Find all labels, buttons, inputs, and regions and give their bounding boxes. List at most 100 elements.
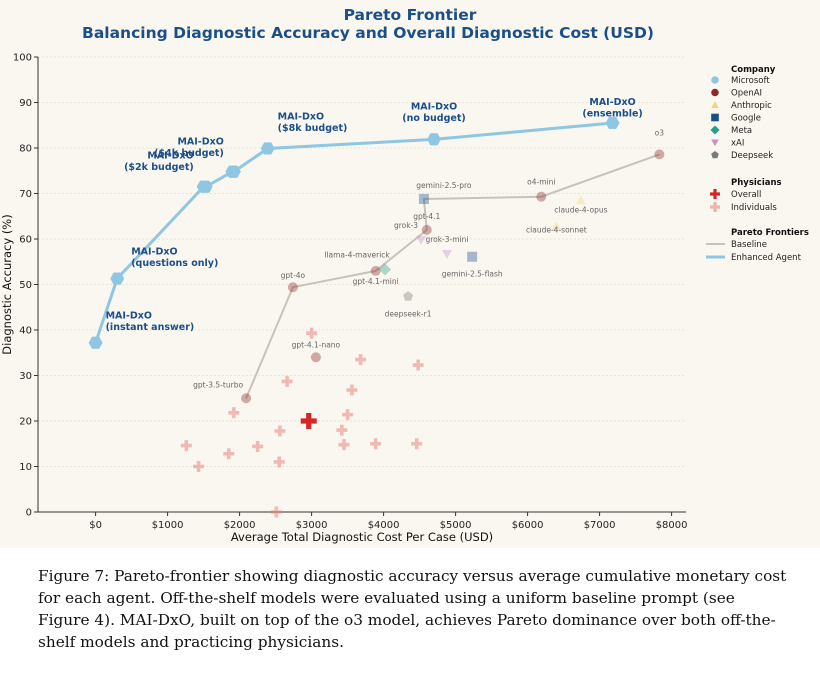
y-tick-label: 30 [19,371,32,382]
legend-label-deepseek: Deepseek [731,151,773,161]
physician-individual-marker [306,327,318,339]
model-marker-o4-mini [536,191,547,202]
legend-marker-meta [710,125,720,135]
y-tick-label: 70 [19,189,32,200]
physician-individual-marker [281,375,293,387]
mai-dxo-marker [88,336,103,349]
physician-individual-marker [355,354,367,366]
model-label-gpt-4.1-mini: gpt-4.1-mini [353,277,399,286]
mai-dxo-label: MAI-DxO (no budget) [402,101,465,124]
legend-marker-openai [711,88,719,97]
x-tick-label: $8000 [656,520,688,531]
physician-individual-marker [193,461,205,472]
x-tick-label: $7000 [584,520,616,531]
legend-label-enhanced: Enhanced Agent [731,253,802,263]
physician-individual-marker [411,438,423,450]
model-marker-gpt-3.5-turbo [241,393,252,404]
y-tick-label: 100 [13,53,32,64]
legend-label-microsoft: Microsoft [731,76,770,86]
y-tick-label: 90 [19,98,32,109]
x-tick-label: $6000 [512,520,544,531]
y-tick-label: 50 [19,280,32,291]
physician-individual-marker [336,424,348,436]
model-label-gpt-4.1: gpt-4.1 [413,212,440,221]
chart-subtitle: Balancing Diagnostic Accuracy and Overal… [82,24,654,42]
physician-individual-marker [228,407,240,419]
model-marker-gemini-2.5-pro [418,193,429,204]
physician-overall-marker [300,413,317,429]
physician-individual-marker [338,439,350,451]
legend-marker-deepseek [711,151,719,159]
model-label-gpt-4o: gpt-4o [281,271,306,280]
model-label-llama-4-maverick: llama-4-maverick [324,250,390,259]
legend-marker-microsoft [711,76,719,84]
x-tick-label: $5000 [440,520,472,531]
legend-company-title: Company [731,65,776,75]
model-marker-o3 [654,149,665,160]
model-marker-claude-4-sonnet [551,221,562,231]
physician-individual-marker [274,425,286,437]
x-tick-label: $0 [89,520,102,531]
model-label-gemini-2.5-pro: gemini-2.5-pro [416,181,472,190]
x-tick-label: $1000 [152,520,184,531]
model-marker-llama-4-maverick [379,263,392,276]
legend-label-physician-individuals: Individuals [731,203,777,213]
y-tick-label: 80 [19,144,32,155]
legend-marker-physician-overall [710,189,720,199]
legend-label-google: Google [731,114,761,124]
model-marker-gpt-4.1-mini [370,265,381,276]
figure-panel [0,0,820,548]
legend-marker-google [711,113,719,122]
y-tick-label: 40 [19,326,32,337]
legend-label-xai: xAI [731,139,744,149]
physician-individual-marker [273,456,285,468]
mai-dxo-label: MAI-DxO (ensemble) [582,97,642,120]
physician-individual-marker [346,384,358,396]
physician-individual-marker [342,409,354,421]
model-marker-gpt-4.1-nano [310,352,321,363]
mai-dxo-label: MAI-DxO (questions only) [131,247,218,270]
mai-dxo-marker [226,165,241,178]
legend-marker-anthropic [711,101,719,109]
y-tick-label: 60 [19,235,32,246]
legend-label-openai: OpenAI [731,89,762,99]
model-label-grok-3: grok-3 [394,221,418,230]
legend-label-physician-overall: Overall [731,190,761,200]
legend-label-baseline: Baseline [731,240,767,250]
physician-individual-marker [252,440,264,452]
mai-dxo-marker [605,116,620,130]
model-marker-claude-4-opus [575,195,586,205]
model-marker-gpt-4o [287,282,298,293]
model-label-grok-3-mini: grok-3-mini [425,235,468,244]
legend-label-anthropic: Anthropic [731,101,772,111]
physician-individual-marker [370,438,382,450]
model-marker-grok-3 [416,235,427,245]
chart-title: Pareto Frontier [344,6,477,24]
model-label-gpt-4.1-nano: gpt-4.1-nano [292,340,341,349]
y-axis-label: Diagnostic Accuracy (%) [0,214,14,354]
model-marker-gpt-4.1 [421,224,432,235]
baseline-frontier-line [245,153,660,399]
x-tick-label: $3000 [296,520,328,531]
x-tick-label: $2000 [224,520,256,531]
legend-label-meta: Meta [731,126,752,136]
physician-individual-marker [223,448,235,460]
mai-dxo-label: MAI-DxO (instant answer) [106,311,195,334]
model-label-gpt-3.5-turbo: gpt-3.5-turbo [193,380,243,389]
mai-dxo-marker [427,133,441,146]
physician-individual-marker [180,440,192,452]
y-tick-label: 0 [26,508,32,519]
legend-frontiers-title: Pareto Frontiers [731,228,809,238]
model-label-claude-4-sonnet: claude-4-sonnet [526,225,587,234]
mai-dxo-marker [110,272,125,285]
legend-marker-physician-individuals [710,202,720,212]
model-label-deepseek-r1: deepseek-r1 [385,309,432,318]
model-label-o4-mini: o4-mini [527,178,555,187]
mai-dxo-label: MAI-DxO ($2k budget) [124,151,194,174]
model-marker-gemini-2.5-flash [467,251,478,262]
physician-individual-marker [270,506,282,518]
legend-marker-xai [711,139,719,147]
physician-individual-marker [412,359,424,371]
model-marker-deepseek-r1 [403,291,414,301]
